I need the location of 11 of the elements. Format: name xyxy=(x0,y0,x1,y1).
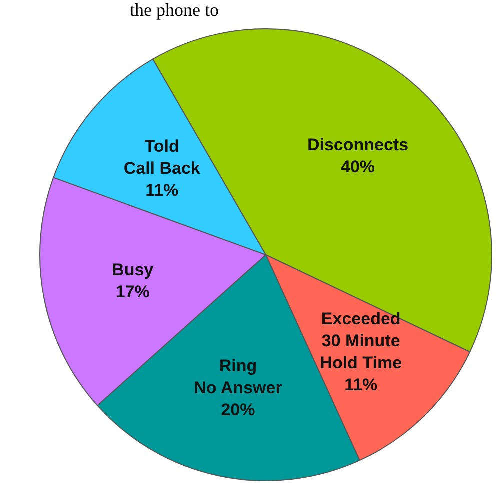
slice-label: Told Call Back xyxy=(124,136,201,178)
data-label: 20% xyxy=(221,400,256,420)
slice-label: Ring No Answer xyxy=(194,356,283,398)
data-label: 40% xyxy=(340,156,376,176)
data-label: 17% xyxy=(116,282,150,302)
text: the phone to xyxy=(130,0,219,20)
slice-label: Busy xyxy=(112,260,154,280)
data-label: 11% xyxy=(344,375,378,394)
data-label: 11% xyxy=(146,180,179,200)
slice-label: Exceeded 30 Minute Hold Time xyxy=(320,309,402,372)
slice-label: Disconnects xyxy=(307,134,409,154)
